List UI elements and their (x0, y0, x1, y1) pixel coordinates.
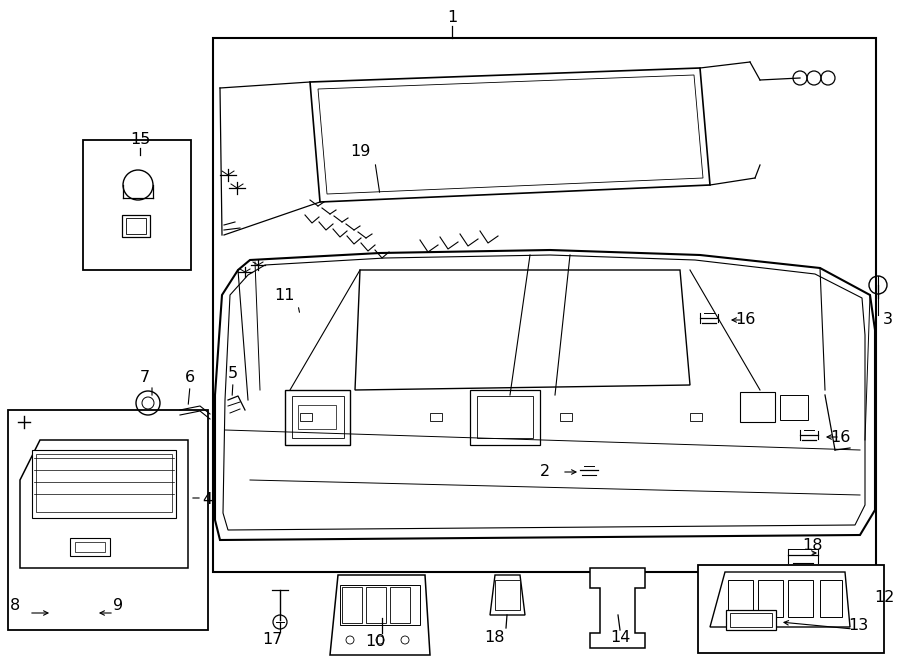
Text: 7: 7 (140, 371, 150, 385)
Bar (83, 140, 191, 270)
Bar (340, 585, 420, 625)
Text: 16: 16 (830, 430, 850, 444)
Bar (122, 215, 150, 237)
Bar (820, 580, 842, 617)
Text: 1: 1 (447, 11, 457, 26)
Text: 5: 5 (228, 366, 238, 381)
Polygon shape (355, 270, 690, 390)
Bar (75, 542, 105, 552)
Text: 17: 17 (262, 633, 283, 648)
Text: 9: 9 (112, 598, 123, 613)
Bar (32, 450, 176, 518)
Bar (690, 413, 702, 421)
Text: 13: 13 (848, 617, 868, 633)
Polygon shape (490, 575, 525, 615)
Text: 10: 10 (364, 635, 385, 650)
Bar (295, 372, 315, 382)
Bar (342, 587, 362, 623)
Polygon shape (710, 572, 850, 627)
Bar (126, 218, 146, 234)
Bar (300, 413, 312, 421)
Bar (726, 610, 776, 630)
Bar (430, 413, 442, 421)
Polygon shape (253, 300, 373, 390)
Bar (8, 410, 208, 630)
Bar (267, 372, 287, 382)
Polygon shape (215, 250, 875, 540)
Bar (366, 587, 386, 623)
Text: 6: 6 (184, 371, 195, 385)
Text: 19: 19 (350, 145, 370, 159)
Polygon shape (20, 440, 188, 568)
Bar (740, 392, 775, 422)
Text: 4: 4 (202, 492, 212, 508)
Bar (788, 580, 813, 617)
Bar (285, 390, 350, 445)
Bar (470, 390, 540, 445)
Polygon shape (318, 75, 703, 194)
Bar (70, 538, 110, 556)
Polygon shape (223, 255, 865, 530)
Bar (273, 316, 355, 372)
Polygon shape (590, 568, 645, 648)
Polygon shape (330, 575, 430, 655)
Text: 2: 2 (540, 465, 550, 479)
Bar (758, 580, 783, 617)
Text: 15: 15 (130, 132, 150, 147)
Bar (213, 38, 876, 572)
Bar (36, 454, 172, 512)
Bar (292, 396, 344, 438)
Text: 12: 12 (874, 590, 895, 605)
Bar (698, 565, 884, 653)
Bar (298, 405, 336, 429)
Text: 14: 14 (610, 631, 630, 646)
Text: 8: 8 (10, 598, 20, 613)
Bar (728, 580, 753, 617)
Bar (560, 413, 572, 421)
Bar (477, 396, 533, 438)
Text: 18: 18 (485, 631, 505, 646)
Bar (323, 372, 343, 382)
Bar (390, 587, 410, 623)
Bar (780, 395, 808, 420)
Text: 18: 18 (802, 537, 823, 553)
Text: 16: 16 (734, 313, 755, 327)
Text: 11: 11 (274, 288, 295, 303)
Bar (495, 580, 520, 610)
Polygon shape (310, 68, 710, 202)
Text: 3: 3 (883, 313, 893, 327)
Bar (265, 308, 363, 380)
Bar (730, 613, 772, 627)
